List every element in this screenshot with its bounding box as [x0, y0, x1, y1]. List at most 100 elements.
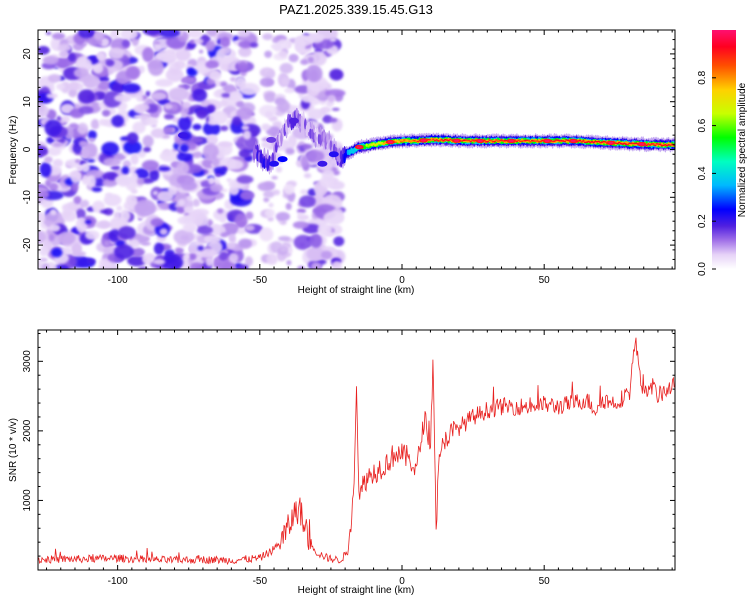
noise-blob: [307, 56, 314, 63]
noise-blob: [236, 100, 245, 108]
noise-blob: [159, 150, 180, 162]
snr-y-ticks: 1000 2000 3000: [22, 332, 675, 557]
noise-blob: [85, 230, 100, 240]
signal-track-cell: [558, 140, 561, 142]
noise-blob: [286, 260, 292, 266]
noise-blob: [279, 247, 288, 252]
signal-track-cell: [490, 139, 493, 142]
noise-blob: [92, 63, 104, 74]
signal-track-cell: [597, 140, 601, 143]
noise-blob: [237, 264, 249, 269]
noise-blob: [99, 209, 109, 214]
spectrogram-y-ticks: -20 -10 0 10 20: [22, 29, 675, 270]
signal-track-cell: [669, 144, 672, 147]
noise-blob: [110, 30, 120, 39]
signal-track-cell: [563, 140, 566, 143]
noise-blob: [300, 189, 308, 195]
signal-track-cell: [587, 140, 590, 143]
noise-blob: [130, 247, 145, 257]
noise-blob: [230, 90, 243, 102]
signal-track-cell: [471, 139, 474, 141]
noise-blob: [86, 175, 97, 188]
signal-hotspot-core: [420, 139, 426, 142]
noise-blob: [285, 202, 292, 210]
noise-blob: [306, 150, 325, 163]
noise-blob: [96, 52, 106, 61]
noise-blob: [39, 162, 52, 178]
noise-blob: [42, 56, 59, 65]
y-tick-label: -20: [22, 237, 33, 252]
noise-blob: [153, 258, 166, 265]
colorbar-tick-label: 0.6: [697, 118, 708, 132]
noise-blob: [263, 190, 275, 198]
noise-blob: [38, 190, 50, 199]
signal-track-cell: [316, 127, 319, 139]
signal-track-cell: [329, 140, 333, 151]
signal-hotspot-core: [570, 139, 576, 143]
noise-blob: [153, 44, 162, 52]
noise-blob: [263, 197, 270, 203]
noise-blob: [198, 49, 204, 54]
noise-blob: [134, 168, 150, 180]
noise-blob: [180, 180, 198, 191]
noise-blob: [240, 190, 255, 201]
noise-blob: [77, 122, 89, 135]
noise-blob: [288, 143, 294, 149]
noise-blob: [236, 175, 254, 184]
signal-track-cell: [432, 138, 435, 141]
signal-clump: [317, 160, 328, 167]
signal-track-cell: [271, 152, 275, 163]
noise-blob: [88, 137, 96, 143]
noise-blob: [114, 244, 134, 260]
noise-blob: [259, 227, 274, 242]
x-tick-label: 50: [539, 576, 551, 587]
noise-blob: [120, 30, 139, 40]
noise-blob: [78, 106, 94, 115]
y-tick-label: 20: [22, 48, 33, 60]
noise-blob: [72, 242, 81, 255]
noise-blob: [207, 104, 216, 113]
noise-blob: [323, 210, 345, 225]
noise-blob: [44, 156, 53, 164]
snr-series-group: [38, 337, 675, 566]
noise-blob: [321, 250, 333, 260]
signal-track-cell: [647, 143, 650, 145]
signal-track-cell: [307, 121, 311, 133]
noise-blob: [57, 43, 72, 52]
noise-blob: [40, 197, 54, 209]
noise-blob: [179, 143, 189, 153]
noise-blob: [208, 176, 215, 185]
noise-blob: [133, 114, 143, 119]
noise-blob: [75, 217, 88, 233]
noise-blob: [78, 140, 89, 147]
noise-blob: [90, 118, 100, 130]
noise-blob: [164, 113, 175, 120]
noise-blob: [264, 208, 275, 218]
noise-blob: [234, 213, 248, 228]
noise-blob: [300, 59, 309, 65]
noise-blob: [220, 232, 228, 238]
noise-blob: [47, 146, 62, 156]
noise-blob: [173, 60, 186, 70]
noise-blob: [188, 246, 196, 253]
noise-blob: [187, 30, 203, 39]
noise-blob: [249, 42, 259, 48]
noise-blob: [103, 208, 114, 216]
noise-blob: [101, 141, 120, 156]
noise-blob: [197, 245, 204, 251]
noise-blob: [272, 120, 283, 128]
x-tick-label: -50: [253, 275, 268, 286]
colorbar-tick-label: 0.0: [697, 262, 708, 276]
noise-blob: [226, 223, 239, 231]
noise-blob: [307, 108, 325, 120]
noise-blob: [82, 74, 101, 89]
noise-blob: [104, 192, 113, 198]
x-tick-label: -100: [108, 275, 128, 286]
signal-track-cell: [495, 139, 498, 141]
signal-track-cell: [440, 138, 444, 141]
noise-blob: [196, 109, 208, 119]
noise-blob: [48, 182, 59, 192]
noise-blob: [157, 202, 171, 210]
noise-blob: [121, 39, 130, 48]
signal-track-cell: [396, 139, 399, 142]
